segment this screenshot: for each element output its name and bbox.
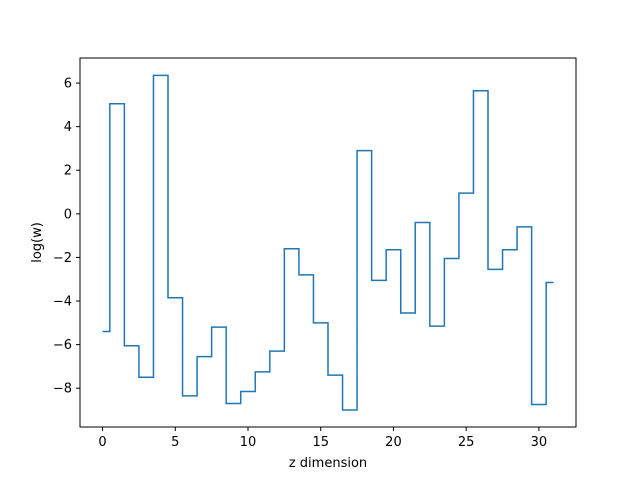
x-tick-label: 20: [385, 435, 402, 450]
x-axis-label: z dimension: [289, 456, 367, 471]
x-tick-label: 25: [458, 435, 475, 450]
y-axis-label: log(w): [30, 222, 45, 263]
plot-frame: [79, 57, 577, 428]
x-tick-label: 5: [171, 435, 179, 450]
x-tick-label: 10: [240, 435, 257, 450]
x-tick-label: 0: [98, 435, 106, 450]
y-tick-label: 0: [64, 207, 72, 222]
x-tick-label: 30: [531, 435, 548, 450]
y-tick-label: 2: [64, 164, 72, 179]
y-tick-label: 4: [64, 120, 72, 135]
y-axis-ticks: −8 −6 −4 −2 0 2 4 6: [53, 77, 80, 397]
y-tick-label: −8: [53, 382, 72, 397]
y-tick-label: 6: [64, 77, 72, 92]
y-tick-label: −4: [53, 295, 72, 310]
x-axis-ticks: 0 5 10 15 20 25 30: [98, 427, 547, 450]
series-layer: [102, 74, 554, 411]
series-line: [102, 74, 554, 411]
x-tick-label: 15: [312, 435, 329, 450]
y-tick-label: −6: [53, 338, 72, 353]
y-tick-label: −2: [53, 251, 72, 266]
